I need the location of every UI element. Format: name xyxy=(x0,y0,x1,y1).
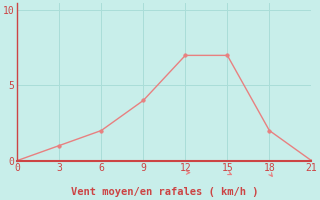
X-axis label: Vent moyen/en rafales ( km/h ): Vent moyen/en rafales ( km/h ) xyxy=(71,187,258,197)
